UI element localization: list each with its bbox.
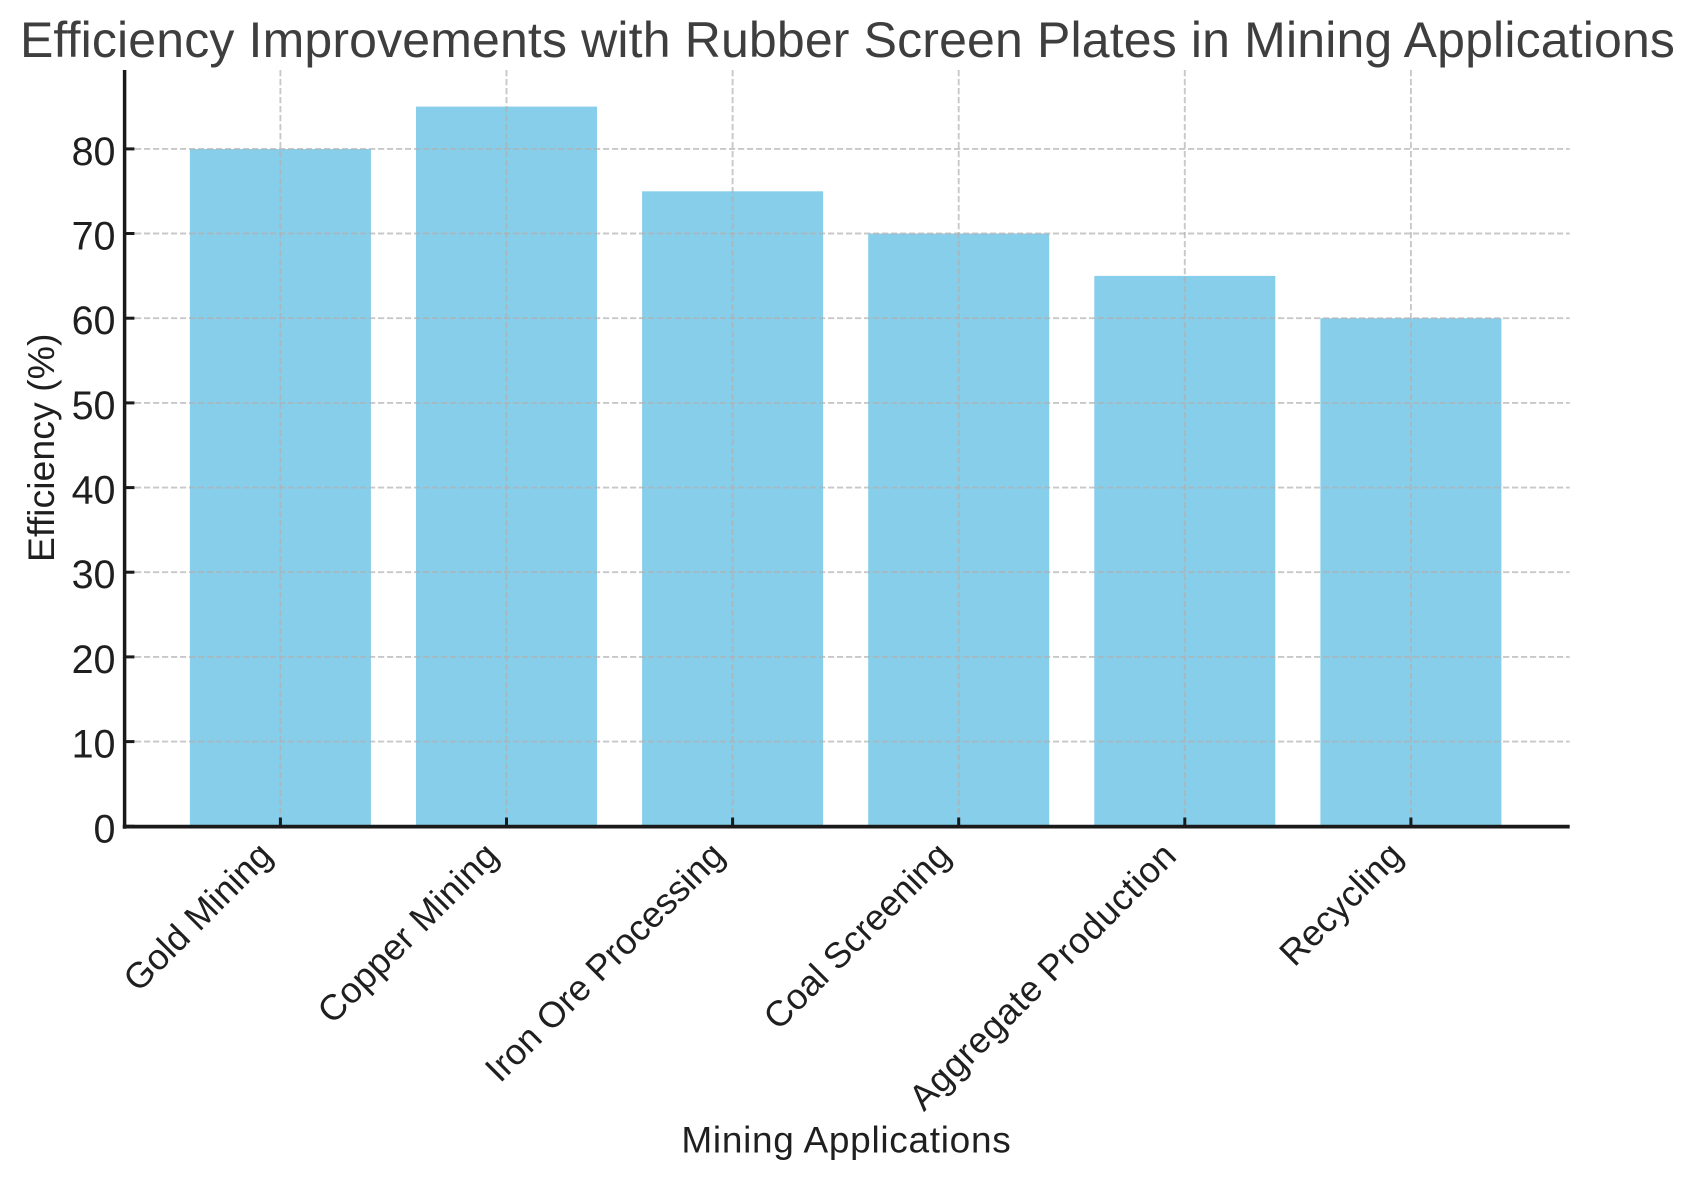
svg-text:50: 50 (72, 384, 116, 428)
svg-text:10: 10 (72, 723, 116, 767)
svg-text:20: 20 (72, 638, 116, 682)
svg-text:0: 0 (94, 807, 116, 851)
svg-text:30: 30 (72, 553, 116, 597)
svg-text:Efficiency (%): Efficiency (%) (20, 334, 62, 563)
svg-text:Efficiency Improvements with R: Efficiency Improvements with Rubber Scre… (20, 12, 1675, 68)
svg-text:40: 40 (72, 469, 116, 513)
svg-text:80: 80 (72, 130, 116, 174)
svg-text:60: 60 (72, 299, 116, 343)
svg-text:Mining Applications: Mining Applications (681, 1120, 1011, 1161)
svg-text:70: 70 (72, 215, 116, 259)
